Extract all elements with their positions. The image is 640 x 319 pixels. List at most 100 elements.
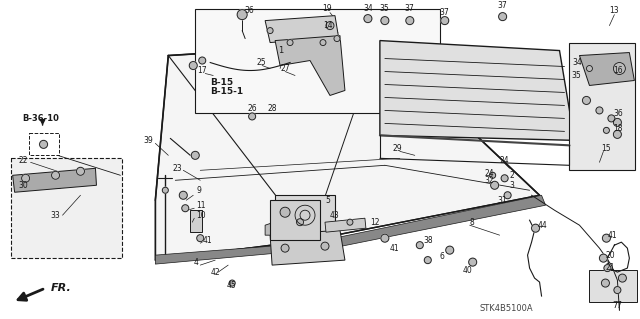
Text: 30: 30 [19, 181, 28, 190]
Circle shape [287, 40, 293, 46]
Text: 27: 27 [280, 64, 290, 73]
Text: 1: 1 [278, 46, 284, 55]
Circle shape [613, 63, 625, 75]
Text: 41: 41 [390, 244, 399, 253]
Text: 6: 6 [440, 252, 445, 261]
Text: 31: 31 [498, 196, 508, 205]
Text: 43: 43 [330, 211, 340, 220]
Circle shape [237, 10, 247, 19]
Circle shape [618, 274, 627, 282]
Circle shape [249, 113, 255, 120]
Text: 5: 5 [325, 196, 330, 205]
Circle shape [532, 224, 540, 232]
Polygon shape [380, 41, 575, 140]
Circle shape [229, 280, 235, 286]
Circle shape [499, 13, 507, 21]
Polygon shape [270, 230, 345, 265]
Polygon shape [265, 220, 280, 235]
Circle shape [613, 130, 621, 138]
Text: 35: 35 [572, 71, 581, 80]
Text: 35: 35 [380, 4, 390, 13]
Text: 34: 34 [363, 4, 372, 13]
Circle shape [364, 15, 372, 23]
Text: 17: 17 [197, 66, 207, 75]
Text: 28: 28 [267, 104, 276, 113]
Circle shape [40, 140, 47, 148]
Text: 3: 3 [509, 181, 515, 190]
Text: 8: 8 [470, 218, 474, 227]
Circle shape [613, 118, 621, 126]
Text: 23: 23 [172, 164, 182, 173]
Text: 26: 26 [247, 104, 257, 113]
Text: 38: 38 [424, 236, 433, 245]
Circle shape [296, 219, 303, 226]
Polygon shape [275, 36, 345, 95]
Text: B-36-10: B-36-10 [22, 114, 60, 123]
Text: 19: 19 [322, 4, 332, 13]
Circle shape [52, 171, 60, 179]
Text: 36: 36 [244, 6, 254, 15]
Text: 44: 44 [538, 221, 547, 230]
Circle shape [280, 207, 290, 217]
Polygon shape [579, 53, 634, 85]
Text: 11: 11 [196, 201, 205, 210]
Text: 40: 40 [463, 266, 472, 275]
Text: 37: 37 [440, 8, 449, 17]
Text: 42: 42 [210, 268, 220, 277]
Text: 34: 34 [573, 58, 582, 67]
Text: 39: 39 [143, 136, 153, 145]
Text: 24: 24 [500, 156, 509, 165]
Text: 16: 16 [613, 66, 623, 75]
Circle shape [445, 246, 454, 254]
Circle shape [199, 57, 205, 64]
Circle shape [295, 205, 315, 225]
Circle shape [468, 258, 477, 266]
Text: 22: 22 [19, 156, 28, 165]
Text: 25: 25 [256, 58, 266, 67]
Circle shape [504, 192, 511, 199]
Circle shape [334, 36, 340, 41]
Text: 9: 9 [196, 186, 201, 195]
Circle shape [602, 279, 609, 287]
Text: 7: 7 [612, 300, 618, 309]
Polygon shape [310, 195, 545, 252]
Circle shape [321, 242, 329, 250]
Circle shape [182, 205, 189, 212]
Bar [570, 42, 636, 170]
Bar [275, 195, 335, 237]
Bar [29, 133, 58, 155]
Circle shape [191, 151, 199, 159]
Circle shape [267, 28, 273, 33]
Text: 12: 12 [370, 218, 380, 227]
Circle shape [179, 191, 188, 199]
Circle shape [381, 17, 389, 25]
Text: B-15: B-15 [210, 78, 234, 87]
Text: 13: 13 [609, 6, 619, 15]
Circle shape [22, 174, 29, 182]
Circle shape [604, 127, 609, 133]
Text: 15: 15 [602, 144, 611, 153]
Text: 41: 41 [202, 236, 212, 245]
Text: 14: 14 [323, 21, 333, 30]
Text: 24: 24 [484, 169, 494, 178]
Circle shape [490, 172, 495, 178]
Polygon shape [325, 218, 366, 232]
Circle shape [347, 219, 353, 225]
Text: 32: 32 [484, 176, 494, 185]
Circle shape [77, 167, 84, 175]
Bar [190, 210, 202, 232]
Bar [270, 200, 320, 240]
Circle shape [586, 65, 593, 71]
Circle shape [582, 96, 591, 104]
Circle shape [424, 256, 431, 263]
Circle shape [406, 17, 414, 25]
Circle shape [604, 265, 611, 271]
Text: 21: 21 [605, 263, 615, 271]
Circle shape [281, 244, 289, 252]
Circle shape [491, 181, 499, 189]
Text: 37: 37 [498, 1, 508, 10]
Text: B-15-1: B-15-1 [210, 87, 243, 96]
Circle shape [501, 175, 508, 182]
Text: 36: 36 [613, 109, 623, 118]
Circle shape [602, 234, 611, 242]
